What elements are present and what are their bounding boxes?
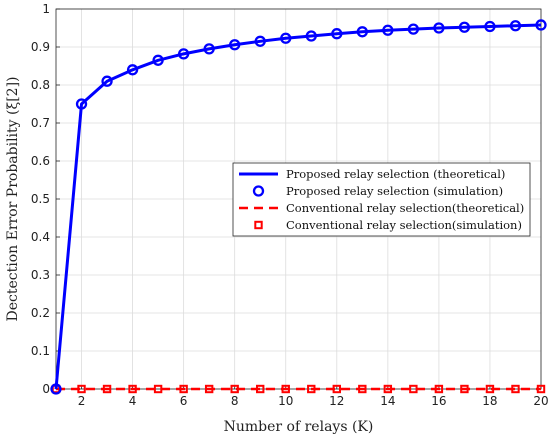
x-tick-label: 4 bbox=[129, 394, 137, 408]
y-tick-label: 1 bbox=[42, 2, 50, 16]
point-conventional-simulation bbox=[536, 384, 546, 394]
x-tick-label: 2 bbox=[78, 394, 86, 408]
point-conventional-simulation bbox=[460, 384, 469, 394]
x-tick-label: 10 bbox=[278, 394, 293, 408]
point-proposed-simulation bbox=[126, 64, 139, 76]
point-proposed-simulation bbox=[305, 30, 317, 42]
legend-label: Conventional relay selection(simulation) bbox=[286, 218, 522, 232]
point-proposed-simulation bbox=[509, 20, 522, 32]
point-conventional-simulation bbox=[409, 384, 418, 394]
point-proposed-simulation bbox=[152, 54, 164, 66]
y-tick-label: 0.3 bbox=[31, 268, 50, 282]
point-proposed-simulation bbox=[535, 19, 547, 31]
y-tick-label: 0.6 bbox=[31, 154, 50, 168]
y-tick-label: 0.5 bbox=[31, 192, 50, 206]
point-conventional-simulation bbox=[77, 384, 86, 394]
y-tick-label: 0.7 bbox=[31, 116, 50, 130]
point-conventional-simulation bbox=[102, 384, 112, 394]
point-proposed-simulation bbox=[50, 383, 62, 395]
point-proposed-simulation bbox=[101, 75, 113, 87]
y-tick-label: 0.2 bbox=[31, 306, 50, 320]
point-proposed-simulation bbox=[229, 39, 241, 51]
x-tick-label: 14 bbox=[380, 394, 395, 408]
point-conventional-simulation bbox=[230, 384, 239, 394]
point-conventional-simulation bbox=[153, 384, 163, 394]
point-proposed-simulation bbox=[458, 21, 471, 33]
legend-swatch-square bbox=[254, 220, 263, 230]
y-tick-label: 0.8 bbox=[31, 78, 50, 92]
point-conventional-simulation bbox=[256, 384, 265, 394]
point-proposed-simulation bbox=[407, 23, 420, 35]
point-conventional-simulation bbox=[383, 384, 393, 394]
point-proposed-simulation bbox=[254, 35, 266, 47]
point-conventional-simulation bbox=[307, 384, 316, 394]
point-proposed-simulation bbox=[280, 32, 292, 44]
point-conventional-simulation bbox=[332, 384, 341, 394]
x-tick-label: 12 bbox=[329, 394, 344, 408]
legend-label: Proposed relay selection (simulation) bbox=[286, 184, 503, 198]
x-axis-label: Number of relays (K) bbox=[224, 419, 374, 435]
x-tick-label: 16 bbox=[431, 394, 446, 408]
y-tick-label: 0.1 bbox=[31, 344, 50, 358]
point-conventional-simulation bbox=[485, 384, 495, 394]
point-proposed-simulation bbox=[382, 24, 394, 36]
legend-box bbox=[232, 162, 531, 237]
x-tick-label: 20 bbox=[533, 394, 548, 408]
point-proposed-simulation bbox=[356, 26, 368, 38]
legend-swatch-circle bbox=[252, 185, 265, 197]
point-proposed-simulation bbox=[433, 22, 445, 34]
legend: Proposed relay selection (theoretical) Pr… bbox=[232, 162, 531, 237]
axis-ticks: 2 4 6 8 10 12 14 16 18 20 0 0.1 0.2 0.3 0.4 0.5 0.6 0.7 0.… bbox=[31, 2, 549, 408]
y-tick-label: 0 bbox=[42, 382, 50, 396]
y-axis-label: Dectection Error Probability (ξ[2]) bbox=[5, 77, 21, 322]
y-tick-label: 0.4 bbox=[31, 230, 50, 244]
point-proposed-simulation bbox=[203, 43, 215, 55]
x-tick-label: 8 bbox=[231, 394, 239, 408]
legend-label: Proposed relay selection (theoretical) bbox=[286, 167, 505, 181]
point-conventional-simulation bbox=[281, 384, 290, 394]
point-conventional-simulation bbox=[511, 384, 520, 394]
series-layer bbox=[50, 19, 547, 395]
y-tick-label: 0.9 bbox=[31, 40, 50, 54]
legend-label: Conventional relay selection(theoretical… bbox=[286, 201, 524, 215]
point-conventional-simulation bbox=[179, 384, 188, 394]
x-tick-label: 18 bbox=[482, 394, 497, 408]
point-proposed-simulation bbox=[75, 98, 88, 110]
x-tick-label: 6 bbox=[180, 394, 188, 408]
point-conventional-simulation bbox=[434, 384, 444, 394]
point-proposed-simulation bbox=[484, 20, 496, 33]
point-conventional-simulation bbox=[204, 384, 214, 394]
point-conventional-simulation bbox=[128, 384, 137, 394]
point-proposed-simulation bbox=[331, 28, 343, 40]
point-proposed-simulation bbox=[177, 48, 190, 60]
point-conventional-simulation bbox=[358, 384, 367, 394]
